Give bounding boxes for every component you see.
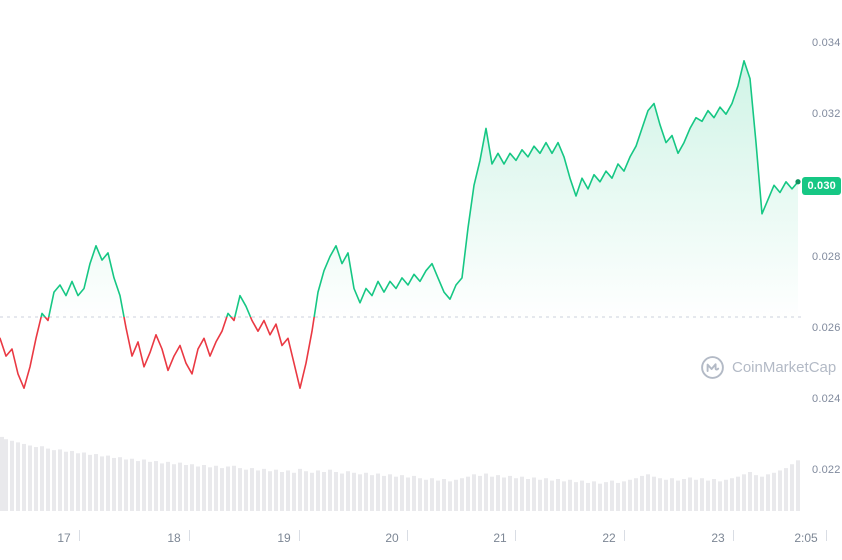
last-price-dot: [795, 179, 801, 185]
coinmarketcap-watermark: CoinMarketCap: [700, 355, 836, 380]
area-fill: [0, 60, 798, 471]
x-tick-label: 21: [493, 531, 507, 545]
y-tick-label: 0.026: [812, 322, 841, 334]
y-tick-label: 0.034: [812, 37, 841, 49]
coinmarketcap-logo-icon: [701, 356, 724, 379]
x-axis-tick-mark: [826, 530, 827, 541]
price-line-up: [40, 60, 799, 317]
y-tick-label: 0.022: [812, 464, 841, 476]
watermark-text: CoinMarketCap: [732, 359, 837, 376]
x-tick-label: 22: [602, 531, 616, 545]
y-tick-label: 0.024: [812, 393, 841, 405]
x-axis-tick-mark: [733, 530, 734, 541]
x-axis-tick-mark: [515, 530, 516, 541]
x-axis-tick-mark: [624, 530, 625, 541]
price-line-down: [0, 316, 315, 389]
y-tick-label: 0.032: [812, 108, 841, 120]
x-axis-tick-mark: [299, 530, 300, 541]
x-axis-tick-mark: [79, 530, 80, 541]
x-axis-tick-mark: [407, 530, 408, 541]
current-price-badge: 0.030: [802, 177, 841, 195]
x-tick-label: 2:05: [794, 531, 818, 545]
y-tick-label: 0.028: [812, 251, 841, 263]
x-axis-tick-mark: [189, 530, 190, 541]
x-tick-label: 18: [167, 531, 181, 545]
x-tick-label: 23: [711, 531, 725, 545]
x-tick-label: 17: [57, 531, 71, 545]
x-tick-label: 20: [385, 531, 399, 545]
x-tick-label: 19: [277, 531, 291, 545]
volume-bars: [0, 436, 800, 511]
